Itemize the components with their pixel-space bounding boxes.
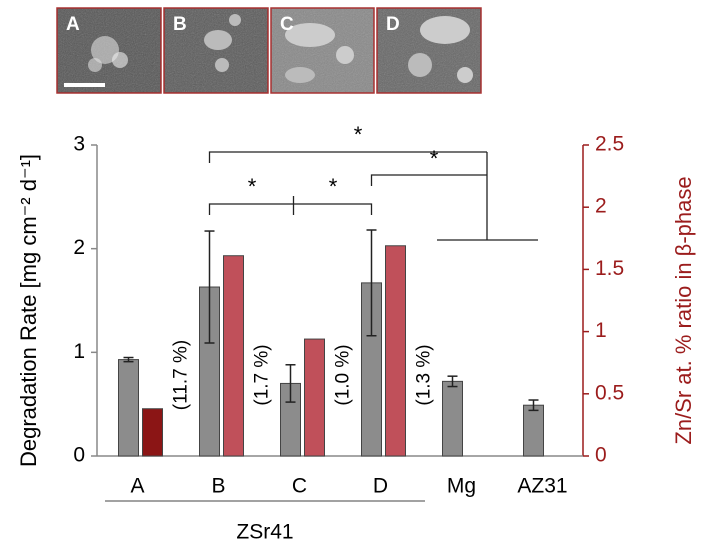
y2-tick-label: 1.5 xyxy=(595,257,624,280)
x-tick-label: A xyxy=(130,475,144,498)
significance-bracket xyxy=(293,203,373,215)
x-tick-label: D xyxy=(373,475,388,498)
annotation: (1.7 %) xyxy=(252,344,273,405)
micrograph xyxy=(376,7,482,94)
significance-label: * xyxy=(248,174,257,199)
micrograph-label: C xyxy=(280,14,294,35)
bar xyxy=(223,255,244,457)
y-tick-label: 0 xyxy=(73,444,85,467)
significance-label: * xyxy=(430,146,439,171)
y-tick-label: 2 xyxy=(73,236,85,259)
bar xyxy=(442,380,463,457)
y-tick-label: 1 xyxy=(73,340,85,363)
significance-bracket xyxy=(208,196,295,215)
y2-tick-label: 2.5 xyxy=(595,133,624,156)
micrograph-label: D xyxy=(386,14,400,35)
y2-tick-label: 0.5 xyxy=(595,381,624,404)
micrograph-label: B xyxy=(173,14,187,35)
x-tick-label: C xyxy=(292,475,307,498)
significance-label: * xyxy=(329,174,338,199)
y2-tick-label: 2 xyxy=(595,195,607,218)
micrographs xyxy=(56,7,482,94)
significance-bracket xyxy=(370,174,487,186)
micrograph xyxy=(56,7,162,94)
significance-label: * xyxy=(354,122,363,147)
group-label: ZSr41 xyxy=(236,521,293,544)
micrograph xyxy=(270,7,375,94)
significance-bracket xyxy=(208,151,487,163)
annotation: (1.3 %) xyxy=(414,344,435,405)
micrograph-label: A xyxy=(66,14,80,35)
bar xyxy=(304,338,325,457)
bar xyxy=(118,359,139,457)
y2-axis-title: Zn/Sr at. % ratio in β-phase xyxy=(671,176,696,444)
x-tick-label: Mg xyxy=(447,475,476,498)
x-tick-label: AZ31 xyxy=(517,475,567,498)
bar xyxy=(385,245,406,457)
significance-bracket xyxy=(437,152,538,241)
annotation: (1.0 %) xyxy=(333,344,354,405)
bar xyxy=(523,404,544,457)
bar xyxy=(142,408,163,457)
y-tick-label: 3 xyxy=(73,133,85,156)
micrograph xyxy=(163,7,269,94)
y-axis-title: Degradation Rate [mg cm⁻² d⁻¹] xyxy=(16,154,41,467)
y2-tick-label: 0 xyxy=(595,444,607,467)
annotation: (11.7 %) xyxy=(171,340,192,410)
y2-tick-label: 1 xyxy=(595,319,607,342)
x-tick-label: B xyxy=(211,475,225,498)
